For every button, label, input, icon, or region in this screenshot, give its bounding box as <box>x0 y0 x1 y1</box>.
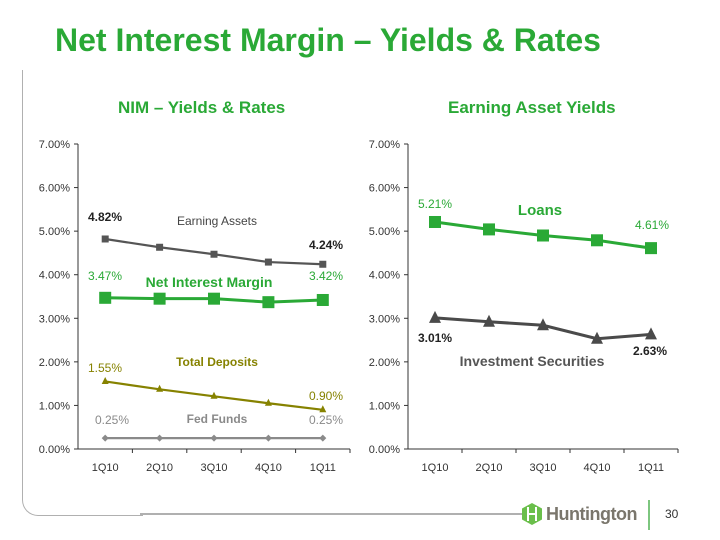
net-interest-margin-marker <box>208 292 220 305</box>
y-tick-label: 4.00% <box>369 270 400 282</box>
right-chart-title: Earning Asset Yields <box>448 98 616 117</box>
x-tick-label: 4Q10 <box>584 462 611 474</box>
investment-securities-series-label: Investment Securities <box>460 353 605 369</box>
earning-assets-data-label: 4.24% <box>309 238 343 252</box>
y-tick-label: 7.00% <box>369 139 400 151</box>
x-tick-label: 2Q10 <box>476 462 503 474</box>
y-tick-label: 0.00% <box>369 444 400 456</box>
y-tick-label: 7.00% <box>39 139 70 151</box>
y-tick-label: 1.00% <box>39 400 70 412</box>
fed-funds-data-label: 0.25% <box>309 413 343 427</box>
net-interest-margin-marker <box>99 291 112 304</box>
investment-securities-marker <box>483 314 495 327</box>
net-interest-margin-marker <box>262 296 275 309</box>
total-deposits-data-label: 0.90% <box>309 389 343 403</box>
investment-securities-data-label: 2.63% <box>633 344 667 358</box>
y-tick-label: 6.00% <box>39 183 70 195</box>
huntington-logo: Huntington <box>522 503 637 525</box>
earning-assets-data-label: 4.82% <box>88 210 122 224</box>
y-tick-label: 5.00% <box>39 226 70 238</box>
investment-securities-marker <box>591 331 603 344</box>
loans-data-label: 5.21% <box>418 197 452 211</box>
loans-marker <box>483 223 495 236</box>
investment-securities-data-label: 3.01% <box>418 331 452 345</box>
y-tick-label: 1.00% <box>369 400 400 412</box>
fed-funds-marker <box>319 434 327 442</box>
earning-assets-marker <box>210 250 218 258</box>
frame-line <box>22 70 143 516</box>
investment-securities-marker <box>645 327 657 340</box>
total-deposits-marker <box>156 384 164 392</box>
loans-marker <box>645 242 657 255</box>
total-deposits-series-label: Total Deposits <box>176 355 258 369</box>
fed-funds-marker <box>156 434 164 442</box>
total-deposits-marker <box>264 398 272 406</box>
net-interest-margin-data-label: 3.42% <box>309 269 343 283</box>
earning-assets-marker <box>156 243 164 251</box>
loans-marker <box>537 229 549 242</box>
y-tick-label: 5.00% <box>369 226 400 238</box>
x-tick-label: 3Q10 <box>201 462 228 474</box>
y-tick-label: 6.00% <box>369 183 400 195</box>
frame-bottom-line <box>140 513 525 515</box>
x-tick-label: 2Q10 <box>146 462 173 474</box>
y-tick-label: 2.00% <box>369 357 400 369</box>
net-interest-margin-marker <box>153 292 166 305</box>
net-interest-margin-series-label: Net Interest Margin <box>146 274 273 290</box>
y-tick-label: 2.00% <box>39 357 70 369</box>
x-tick-label: 1Q11 <box>310 462 336 474</box>
x-tick-label: 4Q10 <box>255 462 282 474</box>
logo-text: Huntington <box>546 503 637 524</box>
slide-title: Net Interest Margin – Yields & Rates <box>55 22 601 58</box>
y-tick-label: 3.00% <box>369 313 400 325</box>
earning-assets-marker <box>264 258 272 266</box>
loans-series-label: Loans <box>518 202 562 219</box>
left-chart-title: NIM – Yields & Rates <box>118 98 286 117</box>
y-tick-label: 0.00% <box>39 444 70 456</box>
earning-assets-marker <box>101 235 109 243</box>
total-deposits-marker <box>101 376 109 384</box>
total-deposits-marker <box>319 405 327 413</box>
x-tick-label: 1Q10 <box>92 462 119 474</box>
net-interest-margin-data-label: 3.47% <box>88 269 122 283</box>
logo-icon <box>522 503 542 525</box>
fed-funds-marker <box>210 434 218 442</box>
net-interest-margin-marker <box>316 293 329 306</box>
fed-funds-data-label: 0.25% <box>95 413 129 427</box>
x-tick-label: 1Q11 <box>638 462 664 474</box>
total-deposits-marker <box>210 391 218 399</box>
x-tick-label: 3Q10 <box>530 462 557 474</box>
fed-funds-marker <box>264 434 272 442</box>
total-deposits-data-label: 1.55% <box>88 361 122 375</box>
earning-assets-marker <box>319 260 327 268</box>
footer-divider <box>648 500 650 530</box>
investment-securities-marker <box>429 310 441 323</box>
fed-funds-marker <box>101 434 109 442</box>
page-number: 30 <box>665 507 679 521</box>
y-tick-label: 4.00% <box>39 270 70 282</box>
loans-data-label: 4.61% <box>635 218 669 232</box>
loans-marker <box>429 215 441 228</box>
loans-marker <box>591 234 603 247</box>
investment-securities-marker <box>537 318 549 331</box>
fed-funds-series-label: Fed Funds <box>187 412 248 426</box>
earning-assets-series-label: Earning Assets <box>177 214 257 228</box>
x-tick-label: 1Q10 <box>422 462 449 474</box>
y-tick-label: 3.00% <box>39 313 70 325</box>
